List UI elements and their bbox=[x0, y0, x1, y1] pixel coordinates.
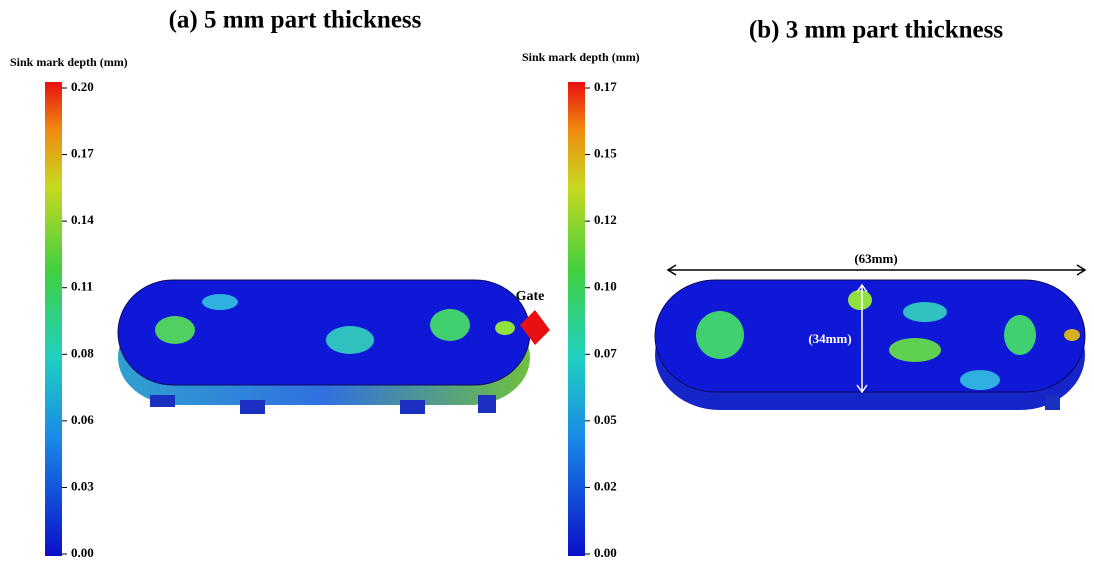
colorbar-tick-label: 0.11 bbox=[71, 279, 93, 294]
part-b bbox=[655, 280, 1085, 410]
colorbar-label: Sink mark depth (mm) bbox=[10, 55, 128, 69]
panel-title: (a) 5 mm part thickness bbox=[169, 7, 422, 34]
colorbar-tick-label: 0.00 bbox=[71, 545, 94, 560]
annotation: Gate bbox=[516, 289, 545, 304]
colorbar-tick-label: 0.08 bbox=[71, 345, 94, 360]
colorbar-tick-label: 0.07 bbox=[594, 345, 617, 360]
colorbar-label: Sink mark depth (mm) bbox=[522, 50, 640, 64]
colorbar-tick-label: 0.10 bbox=[594, 279, 617, 294]
colorbar bbox=[568, 82, 585, 556]
colorbar-tick-label: 0.12 bbox=[594, 212, 617, 227]
annotation: (34mm) bbox=[808, 331, 851, 346]
colorbar-tick-label: 0.05 bbox=[594, 412, 617, 427]
colorbar-tick-label: 0.17 bbox=[594, 79, 617, 94]
part-a bbox=[118, 280, 530, 414]
colorbar-tick-label: 0.17 bbox=[71, 146, 94, 161]
dimension-63 bbox=[668, 265, 1085, 275]
colorbar-tick-label: 0.15 bbox=[594, 146, 617, 161]
figure: (a) 5 mm part thickness Sink mark depth … bbox=[0, 0, 1094, 563]
colorbar-tick-label: 0.14 bbox=[71, 212, 94, 227]
panel-title: (b) 3 mm part thickness bbox=[749, 17, 1003, 44]
colorbar-tick-label: 0.06 bbox=[71, 412, 94, 427]
colorbar-tick-label: 0.03 bbox=[71, 478, 94, 493]
colorbar-tick-label: 0.00 bbox=[594, 545, 617, 560]
colorbar-tick-label: 0.20 bbox=[71, 79, 94, 94]
colorbar bbox=[45, 82, 62, 556]
annotation: (63mm) bbox=[854, 251, 897, 266]
colorbar-tick-label: 0.02 bbox=[594, 478, 617, 493]
